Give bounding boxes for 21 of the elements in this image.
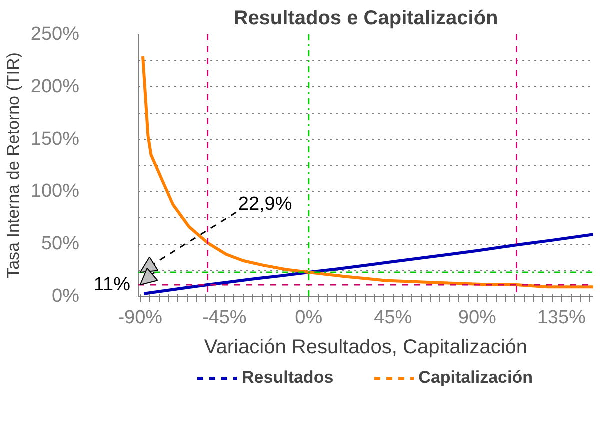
y-tick-label: 250% [30,24,80,45]
x-tick-label: 135% [537,308,586,328]
annotation: 11% [94,274,131,296]
y-tick-label: 150% [30,128,80,150]
x-tick-label: 0% [295,308,323,328]
x-tick-label: -90% [118,308,163,328]
y-tick-label: 0% [52,286,80,307]
y-tick-label: 100% [30,181,80,202]
x-tick-label: 45% [374,308,412,328]
chart-title: Resultados e Capitalización [234,8,498,30]
legend-label: Capitalización [418,368,533,388]
x-tick-label: -45% [202,308,247,328]
y-tick-label: 200% [30,76,80,98]
x-axis-title: Variación Resultados, Capitalización [204,336,528,358]
y-axis-title: Tasa Interna de Retorno (TIR) [4,52,23,278]
line-series [141,55,594,289]
legend-label: Resultados [242,368,334,388]
line-series [142,233,594,296]
x-tick-label: 90% [458,308,497,328]
annotation: 22,9% [238,194,292,215]
y-tick-label: 50% [41,234,80,255]
